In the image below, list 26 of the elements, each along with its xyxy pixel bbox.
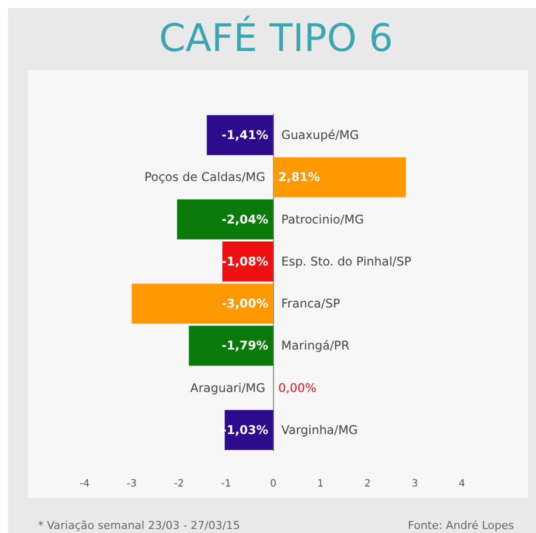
x-tick-label: 2 bbox=[364, 478, 371, 490]
chart-title: CAFÉ TIPO 6 bbox=[159, 15, 393, 60]
y-tick-label: Guaxupé/MG bbox=[281, 128, 359, 142]
data-label: 2,81% bbox=[278, 170, 320, 184]
y-tick-label: Poços de Caldas/MG bbox=[144, 170, 266, 184]
x-tick-label: 0 bbox=[270, 478, 276, 490]
y-tick-label: Araguari/MG bbox=[190, 380, 266, 395]
y-tick-label: Esp. Sto. do Pinhal/SP bbox=[281, 254, 412, 268]
y-tick-label: Varginha/MG bbox=[281, 422, 358, 437]
data-label: -1,79% bbox=[222, 338, 268, 353]
x-tick-label: -3 bbox=[126, 478, 137, 490]
text: * Variação semanal 23/03 - 27/03/15 bbox=[38, 519, 240, 532]
data-label: -1,41% bbox=[222, 128, 268, 142]
data-label: -2,04% bbox=[222, 212, 268, 226]
y-tick-label: Franca/SP bbox=[281, 296, 340, 311]
y-tick-label: Maringá/PR bbox=[281, 338, 350, 353]
x-tick-label: -4 bbox=[80, 478, 90, 490]
source-note: Fonte: André Lopes bbox=[408, 519, 514, 532]
x-tick-label: 3 bbox=[412, 478, 418, 490]
data-label: -3,00% bbox=[222, 296, 268, 311]
x-tick-label: -2 bbox=[174, 478, 184, 490]
x-tick-label: 1 bbox=[317, 478, 324, 490]
y-tick-label: Patrocinio/MG bbox=[281, 212, 364, 226]
data-label: 0,00% bbox=[278, 380, 316, 395]
x-tick-label: 4 bbox=[458, 478, 466, 490]
x-tick-label: -1 bbox=[221, 478, 232, 490]
